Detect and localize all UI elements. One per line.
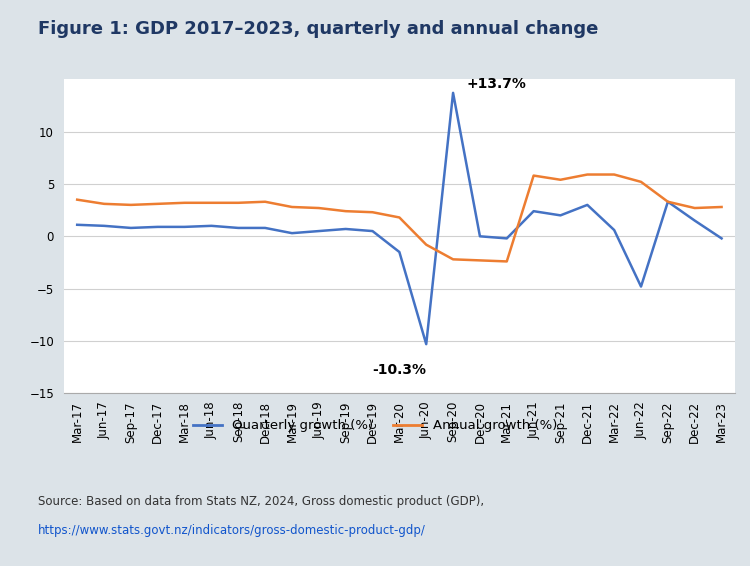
Quarterly growth (%) xyxy=(530,208,538,215)
Quarterly growth (%) xyxy=(153,224,162,230)
Line: Quarterly growth (%): Quarterly growth (%) xyxy=(77,93,722,344)
Annual growth (%) xyxy=(100,200,109,207)
Text: Figure 1: GDP 2017–2023, quarterly and annual change: Figure 1: GDP 2017–2023, quarterly and a… xyxy=(38,20,598,38)
Quarterly growth (%) xyxy=(583,201,592,208)
Annual growth (%) xyxy=(637,178,646,185)
Line: Annual growth (%): Annual growth (%) xyxy=(77,174,722,261)
Annual growth (%) xyxy=(153,200,162,207)
Annual growth (%) xyxy=(422,241,430,248)
Quarterly growth (%) xyxy=(341,226,350,233)
Annual growth (%) xyxy=(180,199,189,206)
Text: https://www.stats.govt.nz/indicators/gross-domestic-product-gdp/: https://www.stats.govt.nz/indicators/gro… xyxy=(38,524,425,537)
Annual growth (%) xyxy=(314,205,323,212)
Quarterly growth (%) xyxy=(717,235,726,242)
Quarterly growth (%) xyxy=(690,217,699,224)
Quarterly growth (%) xyxy=(395,248,404,255)
Quarterly growth (%) xyxy=(610,226,619,233)
Quarterly growth (%) xyxy=(287,230,296,237)
Annual growth (%) xyxy=(73,196,82,203)
Annual growth (%) xyxy=(503,258,512,265)
Text: +13.7%: +13.7% xyxy=(466,77,526,91)
Quarterly growth (%) xyxy=(556,212,565,218)
Quarterly growth (%) xyxy=(180,224,189,230)
Text: Source: Based on data from Stats NZ, 2024, Gross domestic product (GDP),: Source: Based on data from Stats NZ, 202… xyxy=(38,495,484,508)
Annual growth (%) xyxy=(395,214,404,221)
Quarterly growth (%) xyxy=(73,221,82,228)
Annual growth (%) xyxy=(556,177,565,183)
Annual growth (%) xyxy=(207,199,216,206)
Annual growth (%) xyxy=(717,204,726,211)
Quarterly growth (%) xyxy=(100,222,109,229)
Quarterly growth (%) xyxy=(368,228,377,234)
Quarterly growth (%) xyxy=(234,225,243,231)
Quarterly growth (%) xyxy=(261,225,270,231)
Legend: Quarterly growth (%), Annual growth (%): Quarterly growth (%), Annual growth (%) xyxy=(188,414,562,438)
Annual growth (%) xyxy=(690,205,699,212)
Annual growth (%) xyxy=(287,204,296,211)
Annual growth (%) xyxy=(126,201,135,208)
Quarterly growth (%) xyxy=(476,233,484,239)
Annual growth (%) xyxy=(261,198,270,205)
Annual growth (%) xyxy=(476,257,484,264)
Annual growth (%) xyxy=(530,172,538,179)
Quarterly growth (%) xyxy=(503,235,512,242)
Annual growth (%) xyxy=(341,208,350,215)
Annual growth (%) xyxy=(663,198,672,205)
Annual growth (%) xyxy=(610,171,619,178)
Quarterly growth (%) xyxy=(663,198,672,205)
Quarterly growth (%) xyxy=(422,341,430,348)
Quarterly growth (%) xyxy=(314,228,323,234)
Quarterly growth (%) xyxy=(207,222,216,229)
Quarterly growth (%) xyxy=(637,283,646,290)
Quarterly growth (%) xyxy=(126,225,135,231)
Text: -10.3%: -10.3% xyxy=(373,363,426,377)
Quarterly growth (%) xyxy=(448,89,458,96)
Annual growth (%) xyxy=(583,171,592,178)
Annual growth (%) xyxy=(368,209,377,216)
Annual growth (%) xyxy=(234,199,243,206)
Annual growth (%) xyxy=(448,256,458,263)
